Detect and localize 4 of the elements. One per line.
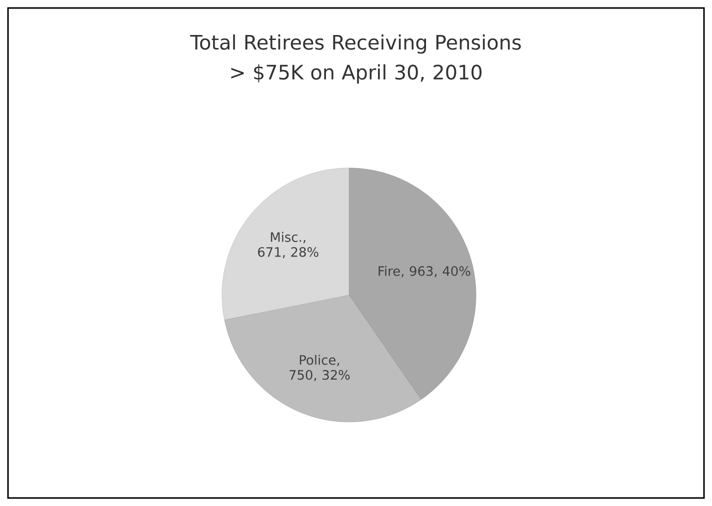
slice-label: Misc., 671, 28%: [258, 232, 318, 258]
chart-title: Total Retirees Receiving Pensions > $75K on April 30, 2010: [190, 34, 521, 84]
slice-label: Fire, 963, 40%: [378, 266, 470, 278]
slice-label: Police, 750, 32%: [290, 354, 350, 382]
